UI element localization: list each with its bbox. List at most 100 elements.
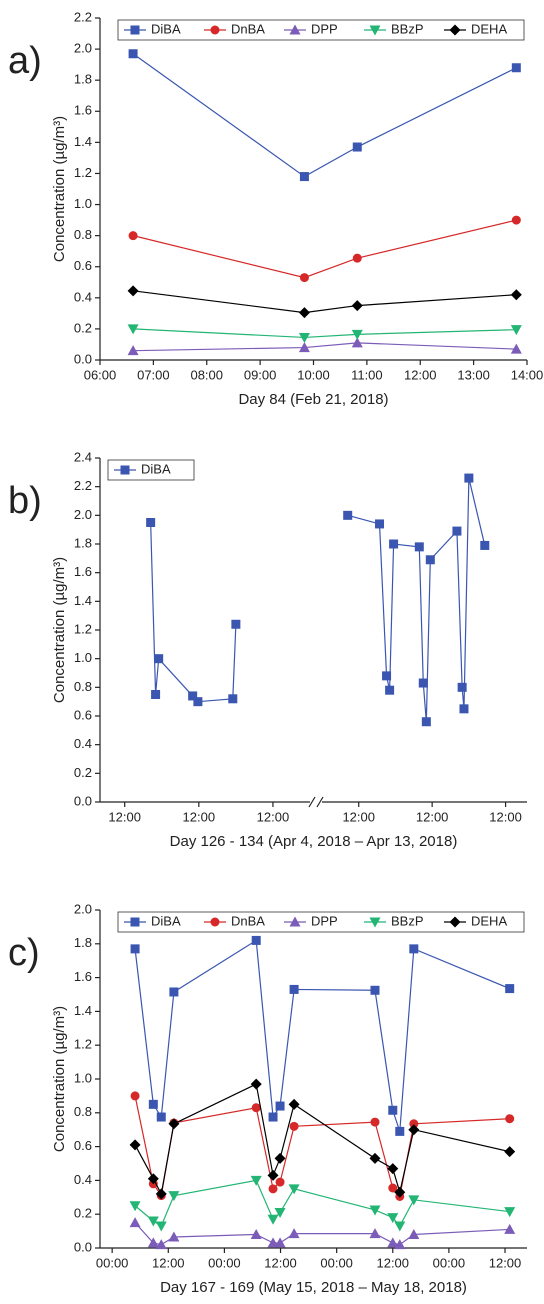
- marker: [130, 917, 140, 927]
- marker: [408, 1228, 420, 1239]
- marker: [408, 1195, 420, 1206]
- marker: [130, 25, 140, 35]
- marker: [127, 324, 139, 335]
- y-tick-label: 0.6: [74, 707, 92, 722]
- y-tick-label: 0.2: [74, 320, 92, 335]
- y-tick-label: 1.2: [74, 621, 92, 636]
- x-tick-label: 12:00: [404, 367, 437, 382]
- marker: [511, 215, 521, 225]
- panel-label: c): [8, 932, 40, 974]
- x-tick-label: 12:00: [489, 809, 522, 824]
- x-tick-label: 12:00: [376, 1255, 409, 1270]
- marker: [156, 1112, 166, 1122]
- marker: [369, 25, 381, 36]
- marker: [408, 1124, 420, 1136]
- marker: [210, 917, 220, 927]
- marker: [147, 1216, 159, 1227]
- y-tick-label: 0.8: [74, 679, 92, 694]
- series-line: [134, 1083, 510, 1196]
- legend-label: DiBA: [141, 461, 171, 476]
- panel-label: a): [8, 40, 42, 82]
- y-tick-label: 2.2: [74, 478, 92, 493]
- x-tick-label: 00:00: [96, 1255, 129, 1270]
- marker: [128, 49, 138, 59]
- series-line: [134, 1222, 510, 1246]
- x-tick-label: 12:00: [108, 809, 141, 824]
- marker: [299, 273, 309, 283]
- y-tick-label: 1.0: [74, 196, 92, 211]
- y-tick-label: 1.6: [74, 564, 92, 579]
- marker: [250, 1175, 262, 1186]
- legend-label: DnBA: [231, 21, 265, 36]
- marker: [289, 916, 301, 927]
- marker: [369, 917, 381, 928]
- marker: [155, 1239, 167, 1250]
- x-tick-label: 12:00: [183, 809, 216, 824]
- x-tick-label: 12:00: [152, 1255, 185, 1270]
- y-axis-label: Concentration (µg/m³): [51, 557, 68, 703]
- y-tick-label: 0.6: [74, 258, 92, 273]
- marker: [127, 345, 139, 356]
- y-tick-label: 1.4: [74, 593, 92, 608]
- x-tick-label: 12:00: [342, 809, 375, 824]
- legend-label: DEHA: [471, 913, 507, 928]
- x-tick-label: 00:00: [320, 1255, 353, 1270]
- marker: [169, 987, 179, 997]
- marker: [289, 1121, 299, 1131]
- legend-box: [107, 459, 195, 481]
- marker: [343, 510, 353, 520]
- legend-box: [117, 911, 525, 933]
- series-line: [134, 1095, 510, 1198]
- x-tick-label: 12:00: [257, 809, 290, 824]
- marker: [505, 984, 515, 994]
- marker: [504, 1146, 516, 1158]
- y-tick-label: 0.2: [74, 765, 92, 780]
- marker: [288, 1098, 300, 1110]
- marker: [155, 1188, 167, 1200]
- series-line: [133, 342, 517, 352]
- legend-box: [117, 19, 525, 41]
- x-tick-label: 12:00: [489, 1255, 522, 1270]
- marker: [504, 1207, 516, 1218]
- marker: [351, 300, 363, 312]
- marker: [375, 519, 385, 529]
- legend-label: BBzP: [391, 21, 424, 36]
- marker: [387, 1213, 399, 1224]
- series-line: [134, 1179, 510, 1228]
- legend-label: DPP: [311, 913, 338, 928]
- marker: [480, 540, 490, 550]
- y-tick-label: 1.4: [74, 1003, 92, 1018]
- marker: [210, 25, 220, 35]
- marker: [268, 1184, 278, 1194]
- x-tick-label: 11:00: [351, 367, 383, 382]
- marker: [387, 1163, 399, 1175]
- series-line: [133, 328, 517, 339]
- y-tick-label: 2.4: [74, 449, 92, 464]
- marker: [274, 1152, 286, 1164]
- marker: [268, 1112, 278, 1122]
- marker: [130, 1091, 140, 1101]
- marker: [370, 1117, 380, 1127]
- marker: [155, 1221, 167, 1232]
- marker: [504, 1223, 516, 1234]
- marker: [425, 555, 435, 565]
- marker: [370, 985, 380, 995]
- y-tick-label: 0.6: [74, 1138, 92, 1153]
- y-tick-label: 0.0: [74, 793, 92, 808]
- marker: [414, 542, 424, 552]
- y-tick-label: 0.0: [74, 1239, 92, 1254]
- marker: [449, 24, 461, 36]
- y-tick-label: 1.4: [74, 134, 92, 149]
- marker: [231, 619, 241, 629]
- series-line: [133, 290, 517, 314]
- marker: [129, 1139, 141, 1151]
- y-tick-label: 1.2: [74, 165, 92, 180]
- marker: [387, 1237, 399, 1248]
- y-tick-label: 2.0: [74, 41, 92, 56]
- marker: [275, 1101, 285, 1111]
- y-tick-label: 0.8: [74, 227, 92, 242]
- y-tick-label: 0.4: [74, 289, 92, 304]
- y-tick-label: 0.4: [74, 1172, 92, 1187]
- y-tick-label: 1.0: [74, 650, 92, 665]
- legend-label: BBzP: [391, 913, 424, 928]
